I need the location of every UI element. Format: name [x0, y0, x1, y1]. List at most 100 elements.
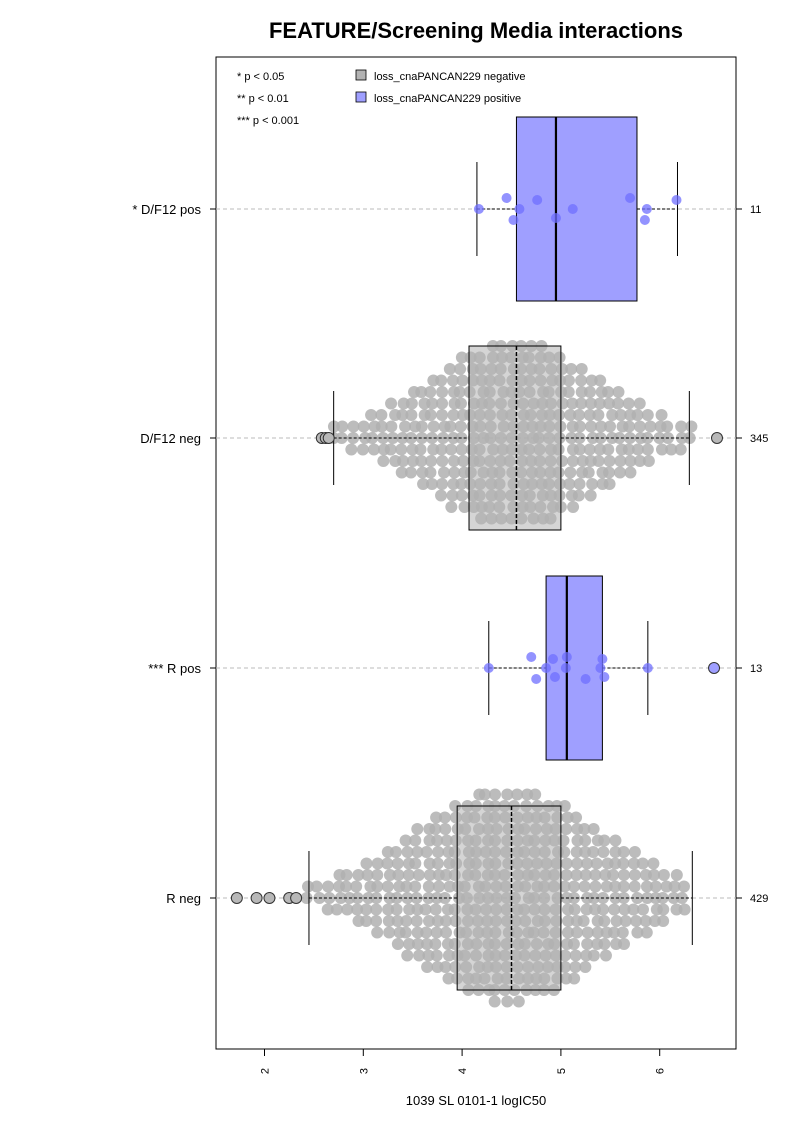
data-point [642, 455, 655, 467]
data-point [599, 672, 610, 682]
data-point [340, 869, 353, 881]
data-point [430, 811, 443, 824]
data-point [633, 455, 646, 467]
data-point [440, 869, 453, 881]
data-point [429, 823, 442, 835]
data-point [647, 857, 660, 870]
data-point [685, 420, 698, 433]
data-point [302, 880, 315, 893]
box-positive [545, 575, 603, 761]
group-3: R neg 429 [166, 788, 768, 1008]
data-point [442, 949, 455, 962]
data-point [445, 443, 458, 456]
data-point [436, 409, 449, 421]
data-point [371, 869, 384, 881]
group-label: * D/F12 pos [132, 202, 201, 217]
data-point [581, 926, 594, 939]
data-point [657, 869, 670, 881]
data-point [603, 455, 616, 467]
data-point [345, 443, 358, 456]
data-point [422, 892, 435, 904]
data-point [617, 880, 630, 893]
data-point [655, 409, 668, 421]
data-point [415, 420, 428, 433]
data-point [409, 834, 422, 847]
data-point [395, 443, 408, 456]
data-point [439, 823, 452, 835]
data-point [422, 949, 435, 962]
data-point [606, 409, 619, 421]
data-point [655, 443, 668, 456]
data-point [550, 213, 561, 223]
data-point [425, 432, 438, 444]
outlier-point [708, 662, 721, 674]
data-point [382, 915, 395, 927]
data-point [532, 195, 543, 205]
data-point [430, 949, 443, 962]
x-tick-label: 3 [358, 1068, 370, 1074]
data-point [436, 397, 449, 410]
x-tick-label: 2 [260, 1068, 272, 1074]
data-point [435, 374, 448, 387]
outlier-point [711, 432, 724, 444]
data-point [426, 397, 439, 410]
data-point [598, 915, 611, 927]
data-point [404, 466, 417, 479]
group-count: 429 [750, 893, 768, 905]
data-point [575, 397, 588, 410]
data-point [321, 903, 334, 916]
data-point [431, 834, 444, 847]
data-point [427, 443, 440, 456]
data-point [411, 926, 424, 939]
data-point [617, 869, 630, 881]
data-point [571, 857, 584, 870]
data-point [578, 880, 591, 893]
data-point [424, 409, 437, 421]
legend-swatch-negative [355, 69, 367, 81]
data-point [564, 466, 577, 479]
data-point [627, 857, 640, 870]
data-point [567, 501, 580, 513]
data-point [564, 409, 577, 421]
sig-legend-2: ** p < 0.01 [237, 93, 289, 105]
data-point [360, 857, 373, 870]
data-point [559, 961, 572, 973]
group-0: * D/F12 pos 11 [132, 116, 761, 302]
data-point [591, 926, 604, 939]
data-point [674, 443, 687, 456]
data-point [357, 420, 370, 433]
data-point [427, 420, 440, 433]
data-point [560, 663, 571, 673]
data-point [597, 654, 608, 664]
data-point [583, 409, 596, 421]
data-point [617, 846, 630, 858]
data-point [322, 880, 335, 893]
data-point [439, 926, 452, 939]
data-point [435, 443, 448, 456]
data-point [409, 857, 422, 870]
data-point [383, 926, 396, 939]
data-point [478, 788, 491, 801]
data-point [653, 432, 666, 444]
box-negative [468, 345, 562, 531]
data-point [628, 869, 641, 881]
data-point [597, 903, 610, 916]
data-point [631, 409, 644, 421]
data-point [430, 926, 443, 939]
data-point [583, 443, 596, 456]
data-point [641, 204, 652, 214]
data-point [609, 834, 622, 847]
data-point [628, 880, 641, 893]
data-point [580, 674, 591, 684]
data-point [657, 915, 670, 927]
data-point [623, 432, 636, 444]
data-point [570, 869, 583, 881]
data-point [566, 455, 579, 467]
data-point [397, 455, 410, 467]
data-point [584, 489, 597, 502]
data-point [592, 455, 605, 467]
data-point [385, 397, 398, 410]
legend-swatch-positive [355, 91, 367, 103]
data-point [382, 903, 395, 916]
